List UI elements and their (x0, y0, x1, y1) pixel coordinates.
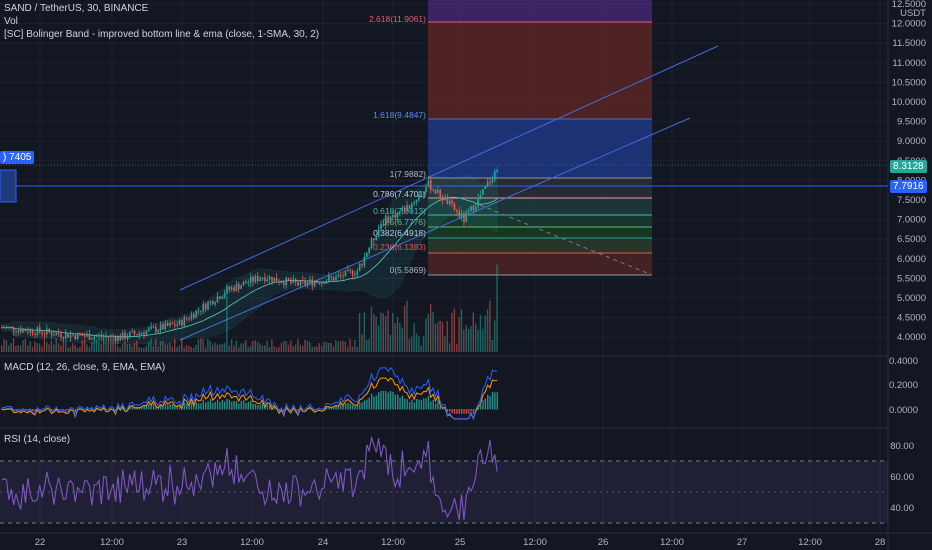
price-tick: 12.5000 (892, 0, 926, 10)
price-tick: 10.5000 (892, 77, 926, 88)
macd-pane (1, 367, 498, 421)
time-tick: 12:00 (798, 537, 822, 548)
svg-text:1.618(9.4847): 1.618(9.4847) (373, 110, 426, 120)
time-tick: 26 (598, 537, 609, 548)
time-tick: 27 (737, 537, 748, 548)
svg-text:2.618(11.9061): 2.618(11.9061) (369, 14, 426, 24)
svg-text:0.236(6.1383): 0.236(6.1383) (373, 242, 426, 252)
svg-text:0(5.5869): 0(5.5869) (390, 265, 427, 275)
price-tick: 5.0000 (897, 293, 926, 304)
macd-axis: 0.4000 0.2000 0.0000 (889, 356, 918, 416)
price-tick: 9.5000 (897, 117, 926, 128)
svg-text:0.4000: 0.4000 (889, 356, 918, 367)
svg-text:0.382(6.4918): 0.382(6.4918) (373, 228, 426, 238)
last-price-tag: 8.3128 (890, 160, 927, 173)
price-tick: 10.0000 (892, 97, 926, 108)
svg-text:0.2000: 0.2000 (889, 380, 918, 391)
volume-label[interactable]: Vol (4, 16, 18, 27)
time-tick: 12:00 (660, 537, 684, 548)
line-price-tag: 7.7916 (890, 180, 927, 193)
svg-text:0.5(6.7776): 0.5(6.7776) (383, 217, 427, 227)
price-tick: 11.0000 (892, 58, 926, 69)
volume-bars (1, 264, 498, 352)
price-tick: 7.5000 (897, 195, 926, 206)
svg-text:1(7.9882): 1(7.9882) (390, 169, 427, 179)
svg-text:80.00: 80.00 (890, 441, 914, 452)
price-tick: 9.0000 (897, 136, 926, 147)
trend-channel[interactable] (179, 45, 719, 341)
axis-currency: USDT (900, 8, 926, 19)
time-axis[interactable]: 22 12:00 23 12:00 24 12:00 25 12:00 26 12:00 27 12:… (35, 537, 886, 548)
price-candles (1, 168, 498, 345)
time-tick: 24 (318, 537, 329, 548)
price-tick: 11.5000 (892, 38, 926, 49)
time-tick: 12:00 (381, 537, 405, 548)
time-tick: 22 (35, 537, 46, 548)
price-tick: 4.0000 (897, 332, 926, 343)
left-range-box (0, 169, 17, 203)
rsi-label[interactable]: RSI (14, close) (4, 434, 71, 445)
macd-label[interactable]: MACD (12, 26, close, 9, EMA, EMA) (4, 362, 166, 373)
time-tick: 12:00 (523, 537, 547, 548)
svg-text:0.786(7.4701): 0.786(7.4701) (373, 189, 426, 199)
svg-text:60.00: 60.00 (890, 472, 914, 483)
svg-text:0.0000: 0.0000 (889, 405, 918, 416)
time-tick: 12:00 (240, 537, 264, 548)
price-tick: 6.5000 (897, 234, 926, 245)
price-tick: 12.0000 (892, 19, 926, 30)
price-tick: 7.0000 (897, 215, 926, 226)
fibonacci-zones (428, 0, 653, 276)
time-tick: 28 (875, 537, 886, 548)
svg-text:40.00: 40.00 (890, 503, 914, 514)
rsi-line (1, 435, 498, 521)
left-price-tag[interactable]: ) 7405 (0, 151, 35, 164)
indicator-label[interactable]: [SC] Bolinger Band - improved bottom lin… (4, 29, 320, 40)
price-tick: 4.5000 (897, 313, 926, 324)
price-tick: 6.0000 (897, 254, 926, 265)
rsi-axis: 80.00 60.00 40.00 (890, 441, 914, 514)
time-tick: 12:00 (100, 537, 124, 548)
time-tick: 23 (177, 537, 188, 548)
price-tick: 5.5000 (897, 273, 926, 284)
symbol-title[interactable]: SAND / TetherUS, 30, BINANCE (4, 3, 149, 14)
time-tick: 25 (455, 537, 466, 548)
